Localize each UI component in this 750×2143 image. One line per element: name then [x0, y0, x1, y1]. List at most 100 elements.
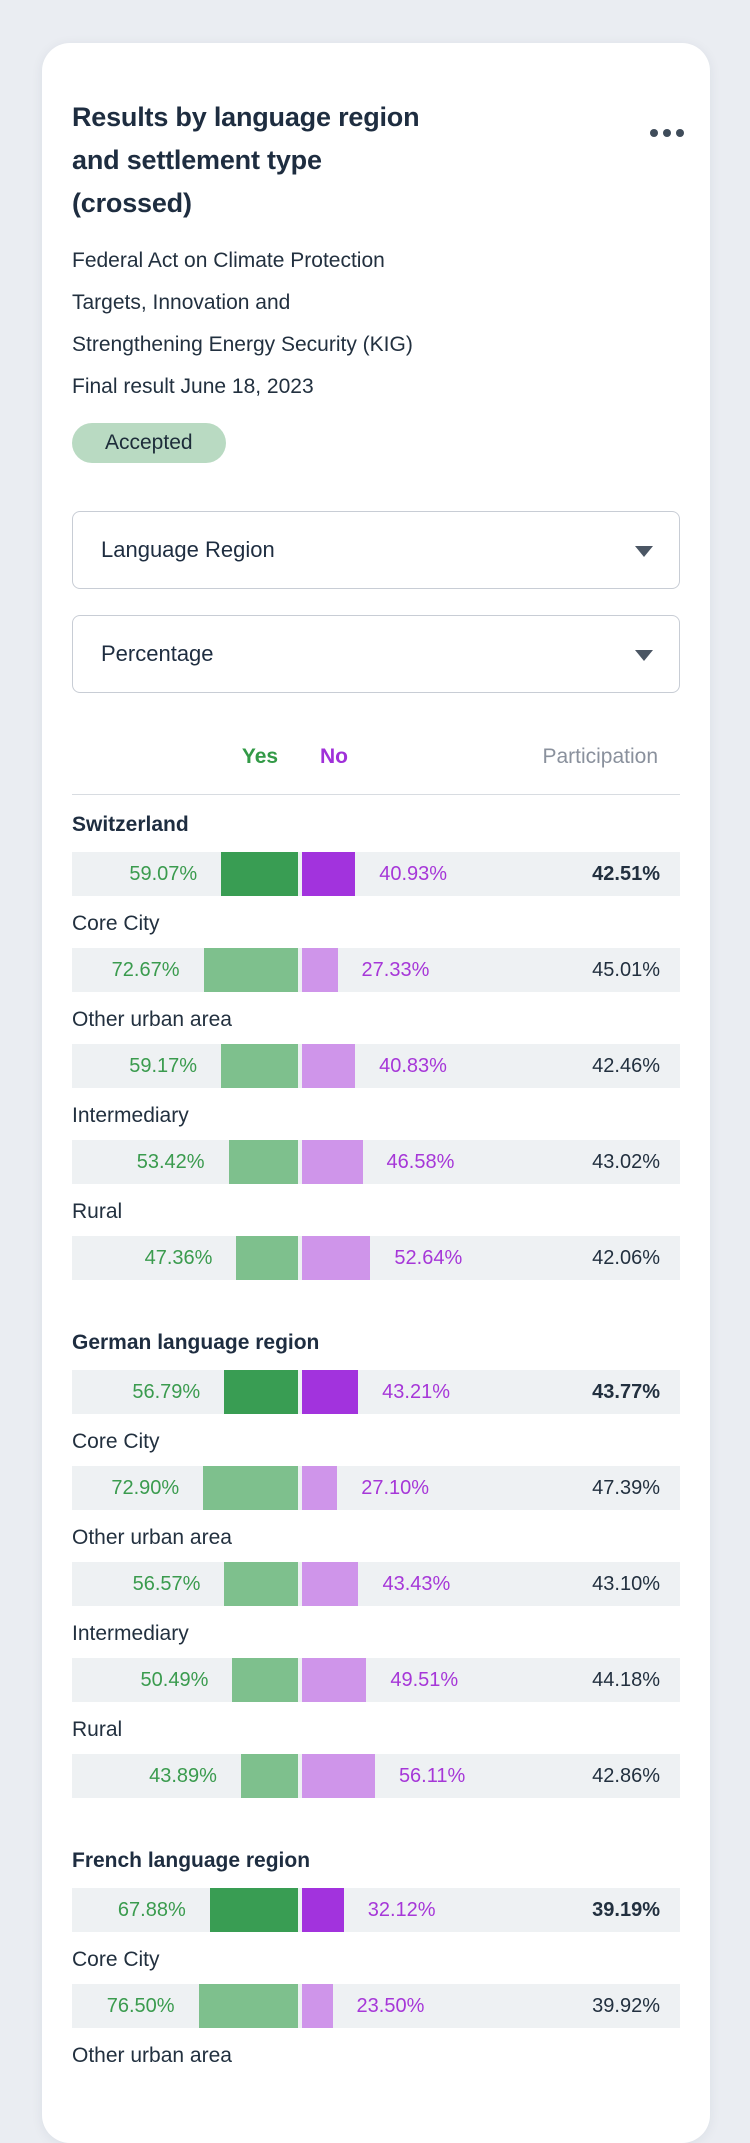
settlement-label: Core City: [72, 912, 160, 935]
participation-value: 42.86%: [592, 1765, 660, 1787]
yes-value: 76.50%: [106, 1995, 175, 2017]
yes-bar: [203, 1466, 298, 1510]
result-bar-row: 56.79% 43.21% 43.77%: [72, 1370, 680, 1414]
yes-value: 72.90%: [111, 1477, 180, 1499]
no-value: 40.93%: [379, 863, 448, 885]
yes-bar: [224, 1562, 298, 1606]
result-bar-row: 76.50% 23.50% 39.92%: [72, 1984, 680, 2028]
result-bar-row: 50.49% 49.51% 44.18%: [72, 1658, 680, 1702]
yes-value: 56.79%: [132, 1381, 201, 1403]
section-label: French language region: [72, 1849, 311, 1872]
yes-bar: [228, 1140, 298, 1184]
participation-value: 39.92%: [592, 1995, 660, 2017]
settlement-label: Rural: [72, 1200, 123, 1223]
no-bar: [302, 1562, 359, 1606]
participation-value: 42.51%: [592, 863, 660, 885]
yes-value: 59.17%: [129, 1055, 198, 1077]
vote-description: Federal Act on Climate Protection Targets…: [72, 240, 680, 408]
text-line: Results by language region: [72, 102, 420, 132]
yes-column-header: Yes: [241, 745, 279, 768]
text-line: Targets, Innovation and: [72, 291, 291, 314]
no-value: 23.50%: [356, 1995, 425, 2017]
section-label: Switzerland: [72, 813, 189, 836]
participation-value: 43.77%: [592, 1381, 660, 1403]
text-line: (crossed): [72, 188, 192, 218]
chevron-down-icon: [635, 650, 653, 661]
no-value: 56.11%: [398, 1765, 466, 1787]
yes-bar: [198, 1984, 298, 2028]
page-title: Results by language region and settlement…: [72, 96, 680, 225]
yes-value: 59.07%: [129, 863, 198, 885]
participation-value: 43.10%: [592, 1573, 660, 1595]
status-badge: Accepted: [72, 423, 226, 463]
no-bar: [302, 1658, 367, 1702]
yes-value: 43.89%: [149, 1765, 217, 1787]
result-bar-row: 43.89% 56.11% 42.86%: [72, 1754, 680, 1798]
result-bar-row: 56.57% 43.43% 43.10%: [72, 1562, 680, 1606]
participation-value: 45.01%: [592, 959, 660, 981]
no-value: 40.83%: [379, 1055, 447, 1077]
no-value: 32.12%: [367, 1899, 436, 1921]
no-value: 49.51%: [390, 1669, 459, 1691]
yes-bar: [224, 1370, 298, 1414]
language-region-select-value: Language Region: [101, 537, 275, 562]
no-bar: [302, 1140, 363, 1184]
participation-column-header: Participation: [542, 745, 658, 768]
yes-bar: [236, 1236, 298, 1280]
no-bar: [302, 1888, 344, 1932]
settlement-label: Intermediary: [72, 1104, 189, 1127]
header-divider: [72, 794, 680, 795]
participation-value: 43.02%: [592, 1151, 660, 1173]
settlement-label: Other urban area: [72, 2044, 232, 2067]
chevron-down-icon: [635, 546, 653, 557]
yes-value: 50.49%: [140, 1669, 209, 1691]
yes-bar: [203, 948, 298, 992]
yes-bar: [209, 1888, 298, 1932]
settlement-label: Rural: [72, 1718, 123, 1741]
result-bar-row: 59.17% 40.83% 42.46%: [72, 1044, 680, 1088]
text-line: Strengthening Energy Security (KIG): [72, 333, 413, 356]
participation-value: 44.18%: [592, 1669, 660, 1691]
no-bar: [302, 1754, 375, 1798]
yes-bar: [221, 852, 298, 896]
settlement-label: Core City: [72, 1948, 160, 1971]
result-bar-row: 67.88% 32.12% 39.19%: [72, 1888, 680, 1932]
percentage-select[interactable]: Percentage: [72, 615, 680, 693]
participation-value: 42.06%: [592, 1247, 660, 1269]
result-bar-row: 53.42% 46.58% 43.02%: [72, 1140, 680, 1184]
no-bar: [302, 852, 356, 896]
no-value: 52.64%: [394, 1247, 463, 1269]
no-value: 27.10%: [361, 1477, 430, 1499]
result-bar-row: 47.36% 52.64% 42.06%: [72, 1236, 680, 1280]
settlement-label: Other urban area: [72, 1008, 232, 1031]
yes-value: 72.67%: [111, 959, 180, 981]
no-bar: [302, 1044, 356, 1088]
settlement-label: Intermediary: [72, 1622, 189, 1645]
card-content: Results by language region and settlement…: [42, 43, 710, 2071]
yes-value: 47.36%: [144, 1247, 213, 1269]
no-value: 27.33%: [361, 959, 430, 981]
yes-value: 56.57%: [132, 1573, 201, 1595]
participation-value: 42.46%: [592, 1055, 660, 1077]
no-value: 43.21%: [382, 1381, 451, 1403]
no-value: 46.58%: [386, 1151, 455, 1173]
yes-value: 53.42%: [136, 1151, 205, 1173]
result-bar-row: 72.90% 27.10% 47.39%: [72, 1466, 680, 1510]
table-header: Yes No Participation: [72, 740, 680, 774]
participation-value: 39.19%: [592, 1899, 660, 1921]
participation-value: 47.39%: [592, 1477, 660, 1499]
no-column-header: No: [320, 745, 348, 768]
no-bar: [302, 948, 338, 992]
language-region-select[interactable]: Language Region: [72, 511, 680, 589]
text-line: Federal Act on Climate Protection: [72, 249, 385, 272]
yes-value: 67.88%: [117, 1899, 186, 1921]
no-bar: [302, 1466, 338, 1510]
no-bar: [302, 1370, 359, 1414]
results-table-body: Switzerland 59.07% 40.93% 42.51% Core City 72…: [72, 809, 680, 2071]
no-bar: [302, 1236, 371, 1280]
ellipsis-icon[interactable]: [650, 129, 684, 137]
no-value: 43.43%: [382, 1573, 451, 1595]
text-line: and settlement type: [72, 145, 322, 175]
settlement-label: Core City: [72, 1430, 160, 1453]
percentage-select-value: Percentage: [101, 641, 214, 666]
